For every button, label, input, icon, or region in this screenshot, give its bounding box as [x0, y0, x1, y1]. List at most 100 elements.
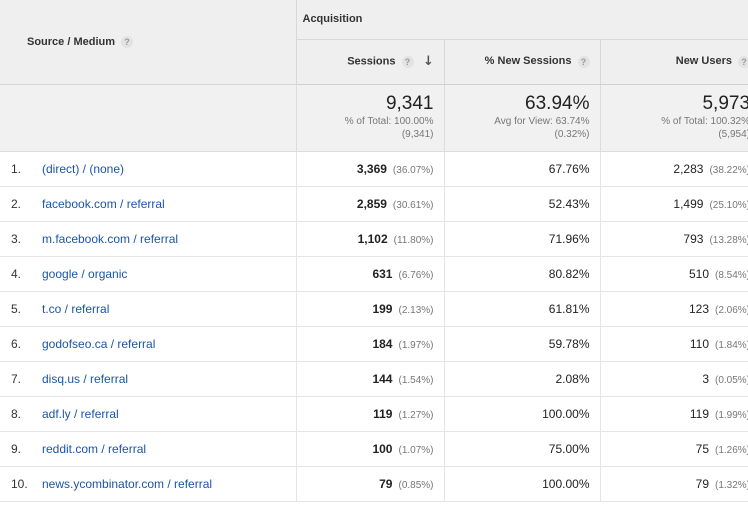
sessions-total: 9,341 % of Total: 100.00% (9,341)	[295, 84, 444, 152]
new-sessions-value: 61.81%	[548, 301, 590, 316]
table-row: 8. adf.ly / referral 119 (1.27%) 100.00% 1…	[0, 396, 748, 432]
new-users-value: 79	[695, 476, 709, 491]
new-users-percent: (1.99%)	[715, 409, 748, 421]
source-medium-link[interactable]: m.facebook.com / referral	[42, 231, 179, 246]
new-users-column-header[interactable]: New Users?	[599, 39, 748, 85]
sessions-value: 119	[373, 406, 393, 421]
new-sessions-total-avg: Avg for View: 63.74%	[494, 115, 590, 127]
source-medium-link[interactable]: reddit.com / referral	[42, 441, 147, 456]
sessions-cell: 100 (1.07%)	[295, 431, 444, 467]
sessions-total-base: (9,341)	[401, 128, 434, 140]
sessions-percent: (11.80%)	[393, 234, 434, 246]
new-users-total-base: (5,954)	[718, 128, 748, 140]
source-cell: 3. m.facebook.com / referral	[0, 221, 297, 257]
help-icon[interactable]: ?	[121, 35, 134, 48]
help-icon[interactable]: ?	[401, 55, 414, 68]
source-medium-link[interactable]: google / organic	[42, 266, 128, 281]
source-medium-link[interactable]: adf.ly / referral	[42, 406, 119, 421]
new-users-total-share: % of Total: 100.32%	[661, 115, 748, 127]
help-icon[interactable]: ?	[577, 55, 590, 68]
new-users-total: 5,973 % of Total: 100.32% (5,954)	[599, 84, 748, 152]
source-medium-link[interactable]: (direct) / (none)	[42, 161, 125, 176]
source-medium-link[interactable]: news.ycombinator.com / referral	[42, 476, 213, 491]
sessions-percent: (1.97%)	[398, 339, 434, 351]
new-users-cell: 1,499 (25.10%)	[599, 186, 748, 222]
new-sessions-value: 52.43%	[548, 196, 590, 211]
source-cell: 8. adf.ly / referral	[0, 396, 297, 432]
sessions-total-share: % of Total: 100.00%	[344, 115, 434, 127]
new-users-percent: (2.06%)	[715, 304, 748, 316]
sessions-cell: 631 (6.76%)	[295, 256, 444, 292]
sessions-column-header[interactable]: Sessions? ↓	[295, 39, 444, 85]
totals-row: 9,341 % of Total: 100.00% (9,341) 63.94%…	[0, 84, 748, 152]
sessions-cell: 1,102 (11.80%)	[295, 221, 444, 257]
source-medium-link[interactable]: facebook.com / referral	[42, 196, 165, 211]
row-index: 3.	[11, 231, 22, 246]
new-users-value: 510	[688, 266, 709, 281]
source-cell: 4. google / organic	[0, 256, 297, 292]
new-users-cell: 75 (1.26%)	[599, 431, 748, 467]
row-index: 5.	[11, 301, 22, 316]
new-users-value: 110	[689, 336, 709, 351]
new-users-cell: 510 (8.54%)	[599, 256, 748, 292]
new-sessions-cell: 80.82%	[443, 256, 600, 292]
row-index: 2.	[11, 196, 22, 211]
new-users-cell: 119 (1.99%)	[599, 396, 748, 432]
sessions-cell: 144 (1.54%)	[295, 361, 444, 397]
new-sessions-cell: 100.00%	[443, 396, 600, 432]
help-icon[interactable]: ?	[738, 55, 748, 68]
new-sessions-header-label: % New Sessions	[484, 55, 572, 68]
table-row: 2. facebook.com / referral 2,859 (30.61%) …	[0, 186, 748, 222]
sessions-cell: 2,859 (30.61%)	[295, 186, 444, 222]
new-users-value: 123	[688, 301, 709, 316]
new-users-value: 3	[702, 371, 709, 386]
sessions-percent: (6.76%)	[398, 269, 434, 281]
new-users-percent: (0.05%)	[715, 374, 748, 386]
source-medium-link[interactable]: t.co / referral	[42, 301, 110, 316]
new-sessions-value: 75.00%	[548, 441, 590, 456]
new-users-percent: (1.32%)	[715, 479, 748, 491]
table-row: 5. t.co / referral 199 (2.13%) 61.81% 123 (…	[0, 291, 748, 327]
totals-blank-cell	[0, 84, 297, 152]
source-medium-link[interactable]: disq.us / referral	[42, 371, 129, 386]
new-users-percent: (13.28%)	[709, 234, 748, 246]
sessions-cell: 3,369 (36.07%)	[295, 151, 444, 187]
arrow-down-icon[interactable]: ↓	[423, 54, 434, 69]
row-index: 4.	[11, 266, 22, 281]
sessions-cell: 79 (0.85%)	[295, 466, 444, 502]
new-users-cell: 79 (1.32%)	[599, 466, 748, 502]
source-cell: 5. t.co / referral	[0, 291, 297, 327]
new-sessions-cell: 59.78%	[443, 326, 600, 362]
source-cell: 10. news.ycombinator.com / referral	[0, 466, 297, 502]
table-row: 10. news.ycombinator.com / referral 79 (0.…	[0, 466, 748, 502]
new-users-cell: 123 (2.06%)	[599, 291, 748, 327]
table-row: 4. google / organic 631 (6.76%) 80.82% 510…	[0, 256, 748, 292]
new-users-percent: (8.54%)	[715, 269, 748, 281]
new-sessions-cell: 100.00%	[443, 466, 600, 502]
new-users-total-value: 5,973	[702, 92, 748, 114]
new-sessions-total-value: 63.94%	[525, 92, 590, 114]
new-users-value: 1,499	[673, 196, 704, 211]
acquisition-group-label: Acquisition	[302, 13, 363, 26]
sessions-total-value: 9,341	[385, 92, 434, 114]
source-cell: 6. godofseo.ca / referral	[0, 326, 297, 362]
sessions-cell: 184 (1.97%)	[295, 326, 444, 362]
table-row: 6. godofseo.ca / referral 184 (1.97%) 59.7…	[0, 326, 748, 362]
sessions-value: 3,369	[356, 161, 387, 176]
sessions-value: 1,102	[357, 231, 388, 246]
source-medium-link[interactable]: godofseo.ca / referral	[42, 336, 156, 351]
new-sessions-column-header[interactable]: % New Sessions?	[443, 39, 600, 85]
dimension-header[interactable]: Source / Medium?	[0, 0, 297, 85]
source-cell: 2. facebook.com / referral	[0, 186, 297, 222]
new-users-cell: 3 (0.05%)	[599, 361, 748, 397]
new-sessions-value: 2.08%	[555, 371, 590, 386]
sessions-value: 100	[372, 441, 393, 456]
table-row: 7. disq.us / referral 144 (1.54%) 2.08% 3 (…	[0, 361, 748, 397]
new-sessions-cell: 71.96%	[443, 221, 600, 257]
source-cell: 9. reddit.com / referral	[0, 431, 297, 467]
new-sessions-cell: 75.00%	[443, 431, 600, 467]
new-users-cell: 793 (13.28%)	[599, 221, 748, 257]
new-sessions-value: 71.96%	[548, 231, 590, 246]
sessions-percent: (36.07%)	[392, 164, 434, 176]
sessions-value: 79	[379, 476, 393, 491]
